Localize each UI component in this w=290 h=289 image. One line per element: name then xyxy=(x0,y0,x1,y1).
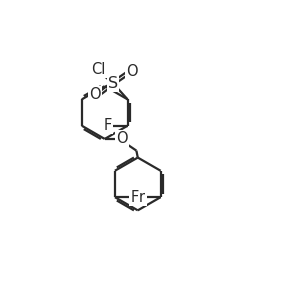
Text: Cl: Cl xyxy=(91,62,106,77)
Text: F: F xyxy=(104,118,112,133)
Text: O: O xyxy=(116,131,128,147)
Text: F: F xyxy=(130,190,139,205)
Text: Br: Br xyxy=(130,190,146,205)
Text: O: O xyxy=(126,64,138,79)
Text: O: O xyxy=(90,87,101,102)
Text: S: S xyxy=(108,76,118,91)
